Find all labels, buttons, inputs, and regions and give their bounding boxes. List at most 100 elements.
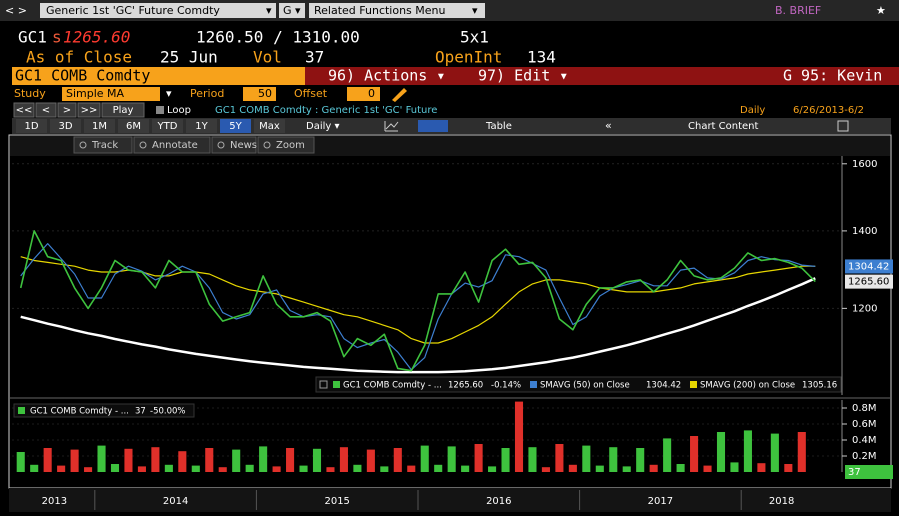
- study-field[interactable]: [62, 87, 160, 101]
- volume-bar: [730, 462, 739, 472]
- y-tick-label: 1400: [852, 226, 877, 237]
- legend-swatch: [690, 381, 697, 388]
- edit-menu[interactable]: 97) Edit ▾: [478, 67, 568, 85]
- volume-bar: [784, 464, 793, 472]
- volume-bar: [582, 445, 591, 472]
- volume-bar: [259, 446, 268, 472]
- tool-icon: [217, 141, 225, 149]
- edit-icon[interactable]: [837, 120, 849, 132]
- related-arrow: ▾: [472, 4, 478, 17]
- tool-button[interactable]: [133, 136, 211, 154]
- action-bar: [305, 67, 899, 85]
- offset-value: 0: [368, 87, 375, 100]
- volume-bar: [97, 445, 106, 472]
- legend-text: GC1 COMB Comdty - ...: [343, 381, 442, 391]
- study-arrow[interactable]: ▾: [166, 87, 172, 100]
- period-label: 1D: [24, 121, 38, 132]
- sma50-last-box: [845, 259, 893, 274]
- volume-bar: [407, 465, 416, 472]
- volume-bar: [797, 432, 806, 472]
- chart-type-button[interactable]: [418, 120, 448, 132]
- play-button[interactable]: [77, 102, 101, 118]
- collapse-button[interactable]: «: [605, 119, 612, 132]
- security-field[interactable]: [40, 3, 276, 18]
- period-button[interactable]: [152, 119, 183, 133]
- period-label: 1Y: [195, 121, 208, 132]
- period-button[interactable]: [16, 119, 47, 133]
- chart-frame: [8, 134, 892, 489]
- volume-bar: [649, 464, 658, 472]
- last-price: 1265.60: [63, 28, 130, 47]
- play-button[interactable]: [35, 102, 57, 118]
- offset-field[interactable]: [347, 87, 380, 101]
- nav-arrows[interactable]: < >: [5, 4, 27, 17]
- volume-bar: [286, 448, 295, 472]
- period-value: 50: [258, 87, 272, 100]
- pencil-icon[interactable]: [392, 88, 407, 102]
- volume-bar: [420, 445, 429, 472]
- chart-content-button[interactable]: Chart Content: [688, 121, 759, 132]
- volume-bar: [191, 465, 200, 472]
- security-command[interactable]: [12, 67, 305, 85]
- play-button[interactable]: [101, 102, 145, 118]
- x-tick-label: 2016: [486, 496, 511, 507]
- legend-text: 1305.16: [802, 381, 837, 391]
- volume-bar: [770, 433, 779, 472]
- tool-label: Annotate: [152, 140, 198, 151]
- period-button[interactable]: [50, 119, 81, 133]
- volume-bar: [541, 467, 550, 472]
- launch-text[interactable]: G 95: Kevin: [783, 67, 882, 85]
- series-line: [20, 256, 816, 344]
- play-button-label: <<: [16, 105, 33, 116]
- volume-bar: [555, 444, 564, 472]
- g-arrow: ▾: [295, 4, 301, 17]
- volume-bar: [30, 464, 39, 472]
- tool-button[interactable]: [73, 136, 133, 154]
- volume-bar: [380, 466, 389, 472]
- x-tick-label: 2018: [769, 496, 794, 507]
- bid-ask: 1260.50 / 1310.00: [196, 28, 360, 47]
- period-button[interactable]: [254, 119, 285, 133]
- volume-bar: [609, 447, 618, 472]
- star[interactable]: ★: [876, 4, 886, 17]
- x-tick-label: 2015: [324, 496, 349, 507]
- legend-swatch: [333, 381, 340, 388]
- price-prefix: s: [52, 28, 62, 47]
- volume-bar: [716, 432, 726, 472]
- period-button[interactable]: [84, 119, 115, 133]
- period-button[interactable]: [220, 119, 251, 133]
- tool-button[interactable]: [257, 136, 315, 154]
- legend-text: 1265.60: [448, 381, 483, 391]
- play-button-label: Play: [113, 105, 134, 116]
- play-button[interactable]: [13, 102, 35, 118]
- volume-bar: [299, 465, 308, 472]
- user-name[interactable]: B. BRIEF: [775, 4, 821, 17]
- volume-bar: [595, 465, 604, 472]
- play-button[interactable]: [57, 102, 77, 118]
- frequency-select[interactable]: Daily ▾: [306, 121, 340, 132]
- line-icon[interactable]: [384, 121, 399, 132]
- ticker: GC1: [18, 28, 47, 47]
- tool-button[interactable]: [211, 136, 257, 154]
- period-label: 1M: [92, 121, 107, 132]
- actions-menu[interactable]: 96) Actions ▾: [328, 67, 445, 85]
- related-text: Related Functions Menu: [314, 4, 446, 17]
- legend-collapse[interactable]: [319, 380, 328, 389]
- period-button[interactable]: [118, 119, 149, 133]
- chart-description: GC1 COMB Comdty : Generic 1st 'GC' Futur…: [215, 105, 437, 116]
- period-button[interactable]: [186, 119, 217, 133]
- related-field[interactable]: [309, 3, 485, 18]
- table-button[interactable]: Table: [485, 121, 512, 132]
- volume-bar: [447, 446, 456, 472]
- g-field[interactable]: [279, 3, 305, 18]
- legend-text: SMAVG (50) on Close: [540, 381, 630, 391]
- volume-bar: [312, 448, 322, 472]
- chart-tools: Track Annotate News Zoom: [73, 136, 315, 154]
- volume-bar: [178, 451, 187, 472]
- loop-checkbox[interactable]: [156, 106, 164, 114]
- volume-bar: [151, 447, 160, 472]
- play-button-label: >: [63, 105, 71, 116]
- legend-text: GC1 COMB Comdty - ...: [30, 407, 129, 417]
- period-field[interactable]: [243, 87, 276, 101]
- legend-swatch: [18, 407, 25, 414]
